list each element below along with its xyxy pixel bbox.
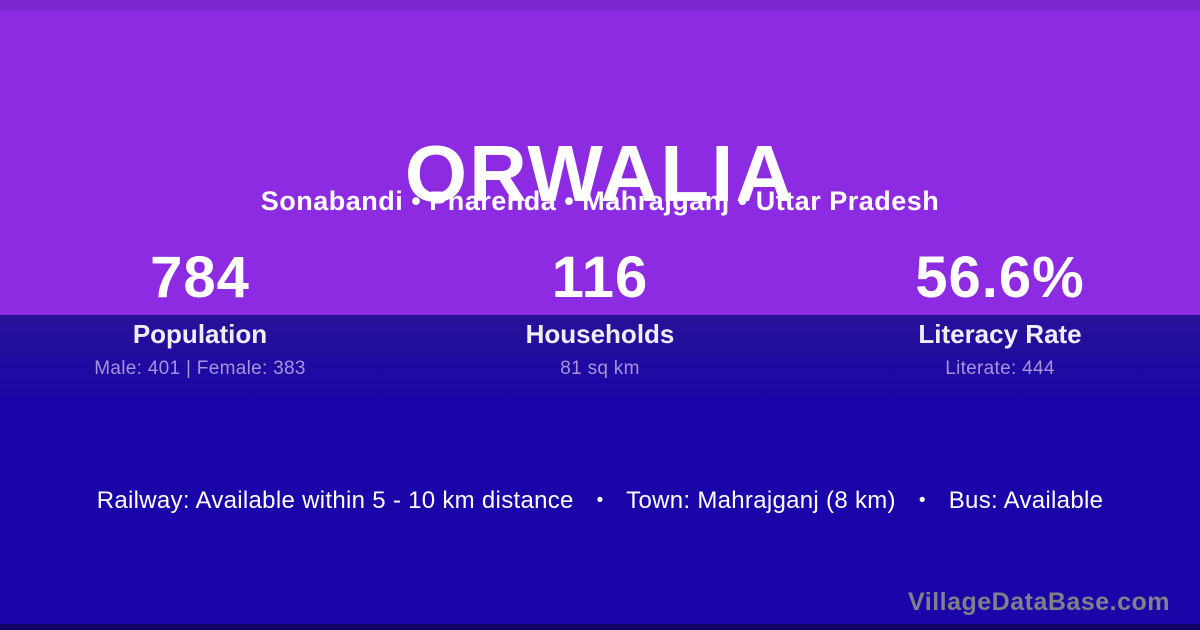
literacy-value: 56.6% (915, 245, 1085, 310)
literacy-label: Literacy Rate (918, 319, 1082, 349)
amenities-info-line: Railway: Available within 5 - 10 km dist… (0, 486, 1200, 516)
site-watermark: VillageDataBase.com (908, 588, 1170, 616)
stats-row: 784 Population Male: 401 | Female: 383 1… (0, 240, 1200, 380)
literacy-detail: Literate: 444 (945, 358, 1055, 379)
stat-population: 784 Population Male: 401 | Female: 383 (0, 240, 400, 380)
village-title: ORWALIA (404, 128, 796, 218)
population-value: 784 (150, 245, 250, 310)
population-detail: Male: 401 | Female: 383 (94, 358, 306, 379)
bus-info: Bus: Available (948, 487, 1104, 514)
households-value: 116 (551, 245, 649, 310)
bullet-separator: • (596, 490, 604, 511)
households-detail: 81 sq km (560, 358, 640, 379)
stat-literacy: 56.6% Literacy Rate Literate: 444 (800, 240, 1200, 380)
lower-indigo-section (0, 315, 1200, 630)
bottom-accent-strip (0, 624, 1200, 630)
town-info: Town: Mahrajganj (8 km) (626, 487, 896, 514)
railway-info: Railway: Available within 5 - 10 km dist… (96, 487, 574, 514)
households-label: Households (525, 319, 675, 349)
stat-households: 116 Households 81 sq km (400, 240, 800, 380)
hero-purple-section (0, 0, 1200, 315)
bullet-separator: • (918, 490, 926, 511)
top-accent-strip (0, 0, 1200, 10)
village-breadcrumb: Sonabandi • Pharenda • Mahrajganj • Utta… (260, 186, 940, 216)
population-label: Population (132, 319, 268, 349)
